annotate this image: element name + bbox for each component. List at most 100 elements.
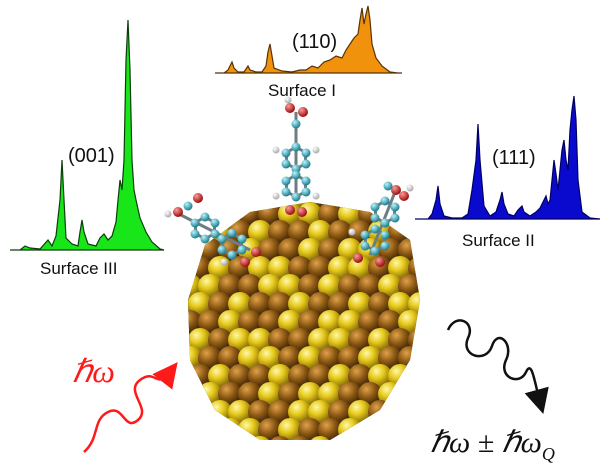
spectrum-surface-i-peaks — [215, 5, 402, 74]
gold-atom — [188, 238, 202, 262]
bronze-atom — [228, 436, 252, 440]
gold-atom — [238, 346, 262, 370]
bronze-atom — [408, 436, 420, 440]
bronze-atom — [328, 436, 352, 440]
gold-atom — [188, 328, 212, 352]
gold-atom — [338, 418, 362, 440]
bronze-atom — [208, 292, 232, 316]
carbon-atom — [281, 159, 291, 169]
carbon-atom — [301, 176, 311, 186]
gold-atom — [308, 220, 332, 244]
oxygen-atom — [297, 207, 307, 217]
gold-atom — [228, 400, 252, 424]
oxygen-atom — [193, 193, 203, 203]
oxygen-atom — [298, 107, 308, 117]
bronze-atom — [288, 328, 312, 352]
gold-atom — [188, 346, 202, 370]
spectrum-surface-i: (110) Surface I — [215, 5, 402, 100]
bronze-atom — [308, 292, 332, 316]
oxygen-atom — [399, 191, 409, 201]
bronze-atom — [188, 382, 202, 406]
miller-index-001: (001) — [68, 145, 115, 167]
bronze-atom — [318, 202, 342, 226]
carbon-atom — [200, 212, 210, 222]
scattered-energy-label: ℏω ± ℏωQ — [430, 426, 555, 464]
incident-photon-wave — [83, 362, 178, 453]
gold-atom — [348, 436, 372, 440]
bronze-atom — [228, 364, 252, 388]
bronze-atom — [388, 400, 412, 424]
carbon-atom — [370, 246, 380, 256]
incident-photon: ℏω — [72, 353, 178, 453]
gold-atom — [288, 292, 312, 316]
adsorbed-molecules — [164, 96, 414, 267]
bronze-atom — [198, 346, 222, 370]
bronze-atom — [338, 346, 362, 370]
bronze-atom — [298, 418, 322, 440]
incident-energy-label: ℏω — [72, 353, 115, 389]
gold-atom — [408, 400, 420, 424]
carbon-atom — [390, 213, 400, 223]
bronze-atom — [268, 292, 292, 316]
gold-atom — [248, 436, 272, 440]
surface-ii-label: Surface II — [462, 231, 535, 250]
gold-atom — [408, 220, 420, 244]
bronze-atom — [318, 418, 342, 440]
gold-atom — [218, 310, 242, 334]
hydrogen-atom — [220, 258, 228, 266]
hydrogen-atom — [284, 96, 292, 104]
gold-atom — [228, 328, 252, 352]
gold-atom — [388, 292, 412, 316]
bronze-atom — [328, 292, 352, 316]
spectrum-surface-ii: (111) Surface II — [415, 95, 601, 250]
bronze-atom — [368, 256, 392, 280]
carbon-atom — [380, 230, 390, 240]
gold-atom — [318, 310, 342, 334]
bronze-atom — [368, 292, 392, 316]
oxygen-atom — [285, 205, 295, 215]
oxygen-atom — [240, 257, 250, 267]
bronze-atom — [288, 256, 312, 280]
bronze-atom — [208, 202, 232, 208]
carbon-atom — [210, 229, 220, 239]
bronze-atom — [258, 238, 282, 262]
gold-atom — [278, 310, 302, 334]
gold-atom — [258, 274, 282, 298]
gold-atom — [308, 328, 332, 352]
carbon-atom — [217, 245, 227, 255]
bronze-atom — [238, 382, 262, 406]
gold-atom — [218, 418, 242, 440]
gold-atom — [348, 400, 372, 424]
bronze-atom — [288, 364, 312, 388]
gold-atom — [248, 220, 272, 244]
gold-atom — [258, 346, 282, 370]
bronze-atom — [348, 364, 372, 388]
gold-atom — [298, 346, 322, 370]
gold-atom — [358, 346, 382, 370]
oxygen-atom — [251, 247, 261, 257]
gold-atom — [228, 202, 252, 208]
gold-atom — [278, 418, 302, 440]
gold-atom — [378, 274, 402, 298]
carbon-atom — [200, 234, 210, 244]
gold-atom — [318, 274, 342, 298]
bronze-atom — [358, 418, 382, 440]
carbon-atom — [360, 230, 370, 240]
oxygen-atom — [285, 103, 295, 113]
gold-atom — [298, 382, 322, 406]
carbon-atom — [281, 148, 291, 158]
gold-atom — [248, 256, 272, 280]
bronze-atom — [188, 220, 192, 244]
carbon-atom — [370, 202, 380, 212]
bronze-atom — [248, 400, 272, 424]
carbon-atom — [227, 250, 237, 260]
bronze-atom — [268, 328, 292, 352]
gold-atom — [228, 292, 252, 316]
gold-atom — [328, 364, 352, 388]
gold-atom — [318, 382, 342, 406]
gold-atom — [408, 292, 420, 316]
gold-atom — [348, 202, 372, 208]
hydrogen-atom — [312, 192, 320, 200]
bronze-atom — [248, 364, 272, 388]
carbon-atom — [237, 234, 247, 244]
